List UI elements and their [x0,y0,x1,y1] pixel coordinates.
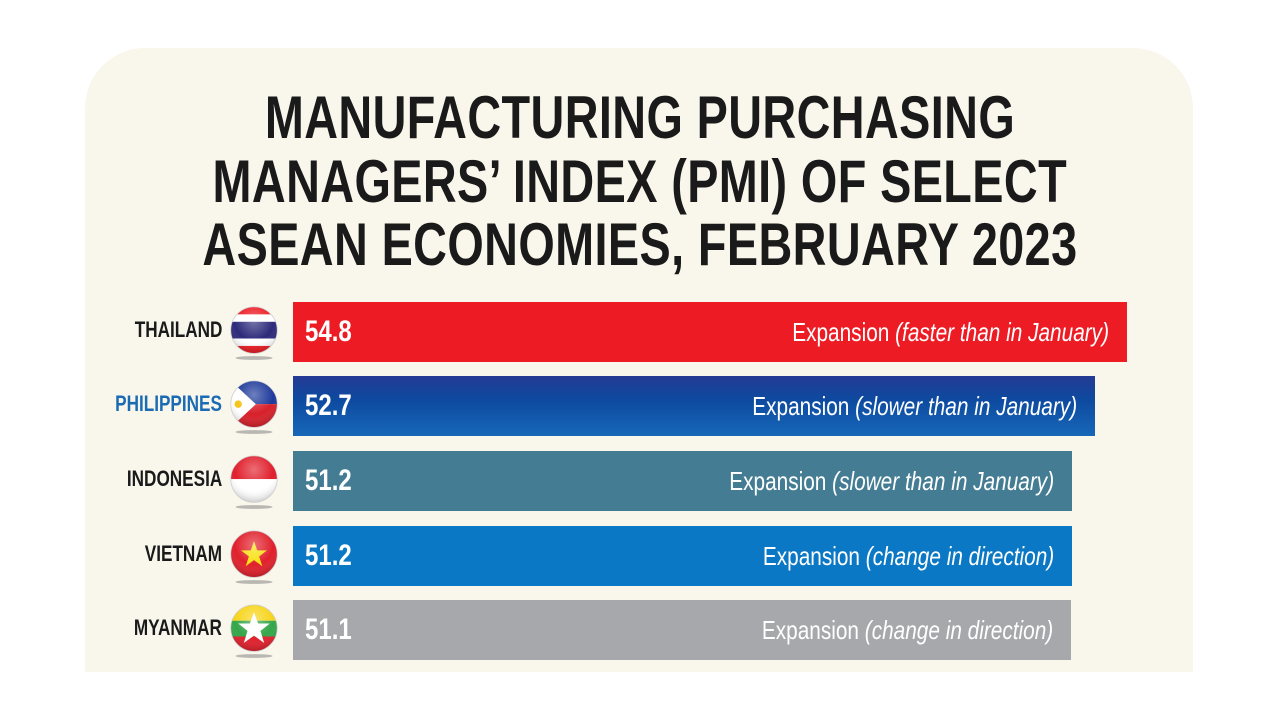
chart-title-line-3: ASEAN ECONOMIES, FEBRUARY 2023 [0,215,1280,275]
country-label: INDONESIA [126,466,222,491]
title-text: MANUFACTURING PURCHASING [264,84,1016,151]
status-label: Expansion (faster than in January) [792,317,1110,347]
indonesia-flag-icon [230,455,278,509]
country-label: MYANMAR [133,615,222,640]
chart-title-line-2: MANAGERS’ INDEX (PMI) OF SELECT [0,152,1280,212]
value-label: 52.7 [305,389,352,422]
bar-row: THAILAND 54.8 Expansion (faster than in J… [0,302,1280,362]
status-label: Expansion (slower than in January) [729,466,1055,496]
bar [293,451,1073,511]
status-label: Expansion (change in direction) [761,615,1053,645]
country-label: VIETNAM [144,541,222,566]
bar [293,302,1128,362]
value-label: 51.2 [305,464,352,497]
status-label: Expansion (change in direction) [762,541,1055,571]
chart-title-line-1: MANUFACTURING PURCHASING [0,88,1280,148]
thailand-flag-icon [230,306,278,360]
bar-row: VIETNAM 51.2 Expansion (change in directi… [0,526,1280,586]
vietnam-flag-icon [230,530,278,584]
country-label: THAILAND [134,317,222,342]
bar-row: MYANMAR 51.1 Expansion (change in directi… [0,600,1280,660]
value-label: 51.1 [305,613,352,646]
bar-row: PHILIPPINES 52.7 Expansion (slower than i… [0,376,1280,436]
title-text: ASEAN ECONOMIES, FEBRUARY 2023 [202,211,1078,278]
status-label: Expansion (slower than in January) [752,391,1078,421]
country-label: PHILIPPINES [115,391,222,416]
myanmar-flag-icon [230,604,278,658]
philippines-flag-icon [230,380,278,434]
title-text: MANAGERS’ INDEX (PMI) OF SELECT [212,148,1068,215]
value-label: 51.2 [305,539,352,572]
bar [293,526,1073,586]
value-label: 54.8 [305,315,352,348]
bar [293,376,1096,436]
bar [293,600,1071,660]
bar-row: INDONESIA 51.2 Expansion (slower than in … [0,451,1280,511]
